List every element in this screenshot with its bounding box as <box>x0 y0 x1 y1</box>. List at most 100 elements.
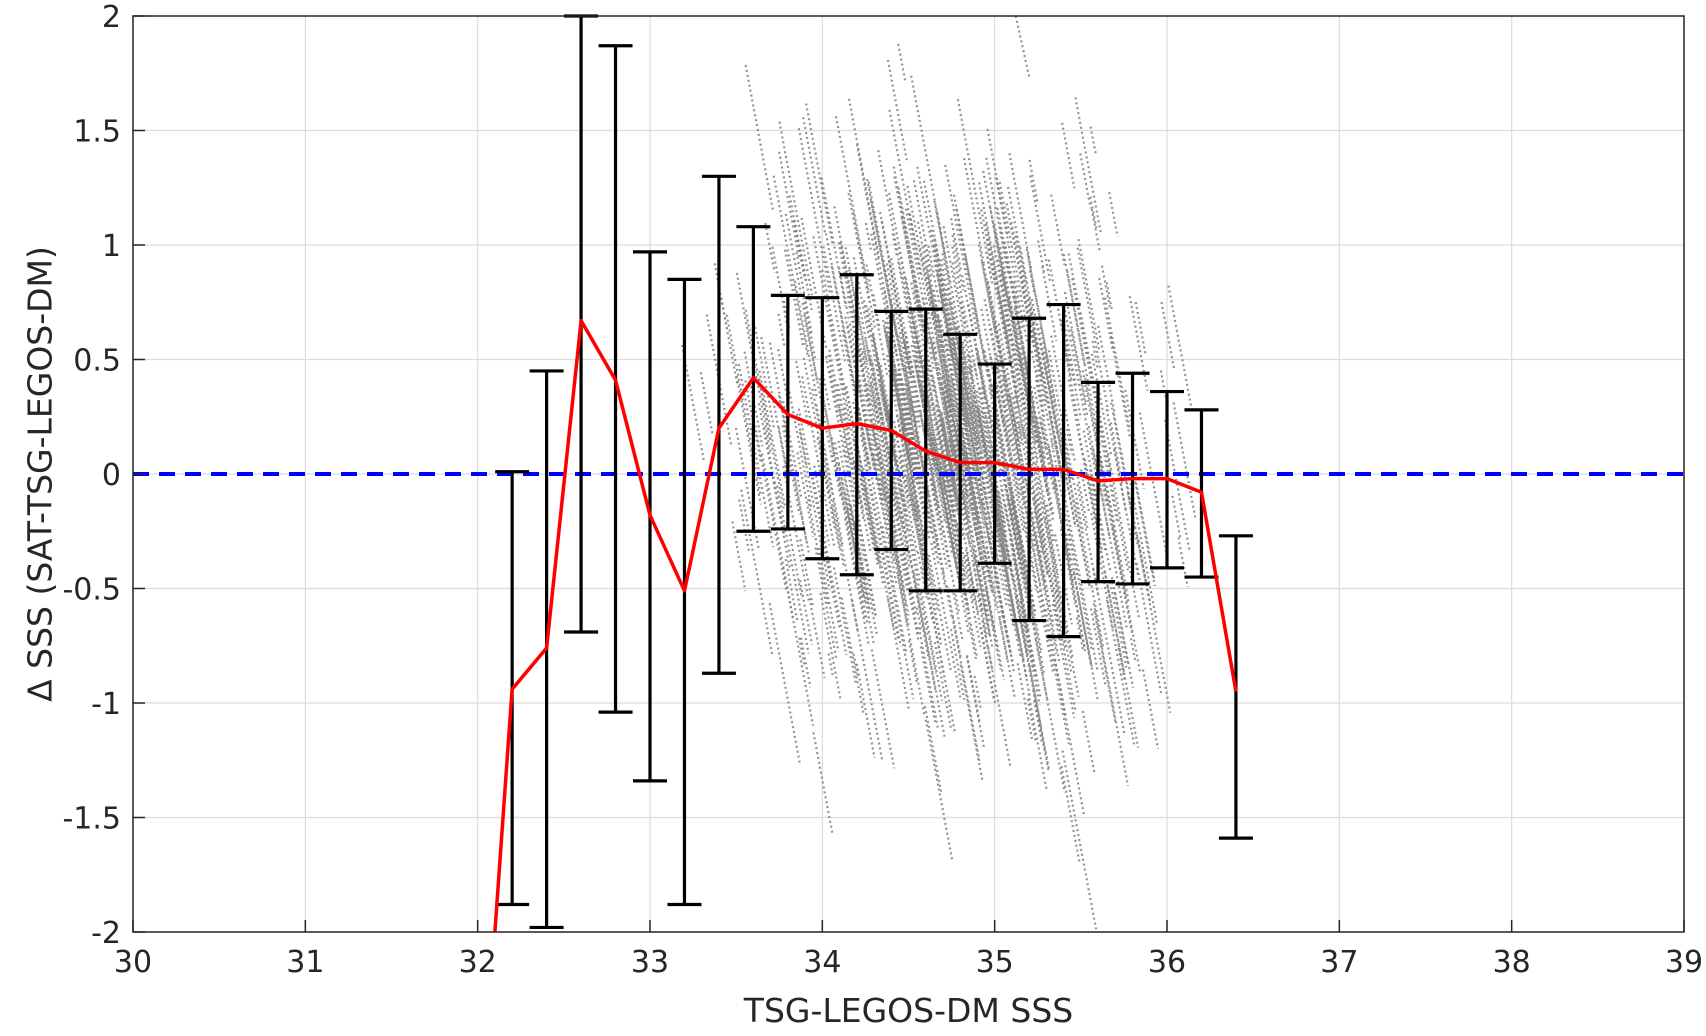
scatter-point <box>814 547 838 661</box>
scatter-point <box>1081 370 1110 508</box>
scatter-point <box>987 647 994 671</box>
scatter-point <box>821 269 847 395</box>
scatter-point <box>787 529 803 599</box>
scatter-point <box>930 419 943 474</box>
scatter-point <box>993 575 1004 618</box>
scatter-point <box>1167 285 1193 410</box>
scatter-point <box>1040 417 1053 472</box>
scatter-point <box>1042 502 1074 658</box>
scatter-point <box>1037 240 1045 272</box>
scatter-point <box>1129 482 1159 626</box>
y-tick-label: 1 <box>102 229 121 264</box>
scatter-point <box>989 456 1012 567</box>
scatter-point <box>878 380 910 534</box>
scatter-point <box>1047 350 1085 534</box>
scatter-point <box>941 253 968 379</box>
scatter-point <box>1047 259 1073 383</box>
scatter-points <box>680 15 1197 930</box>
scatter-point <box>951 616 981 761</box>
scatter-point <box>942 479 972 623</box>
scatter-point <box>1009 395 1030 495</box>
scatter-point <box>1081 710 1096 775</box>
scatter-point <box>922 298 954 455</box>
scatter-point <box>912 572 946 739</box>
scatter-point <box>802 357 832 500</box>
scatter-point <box>1000 488 1024 602</box>
scatter-point <box>1090 208 1101 252</box>
scatter-point <box>939 259 969 402</box>
scatter-point <box>930 606 957 734</box>
scatter-point <box>1029 447 1061 601</box>
scatter-point <box>951 234 965 291</box>
scatter-point <box>909 476 920 518</box>
scatter-point <box>738 499 751 554</box>
scatter-point <box>963 554 975 603</box>
scatter-point <box>937 316 946 352</box>
scatter-point <box>879 525 915 700</box>
scatter-point <box>930 313 952 414</box>
scatter-point <box>843 518 870 646</box>
scatter-point <box>799 249 813 311</box>
scatter-point <box>848 323 859 363</box>
scatter-point <box>758 370 787 508</box>
scatter-point <box>1026 499 1058 654</box>
scatter-point <box>1034 639 1066 793</box>
scatter-point <box>1010 355 1044 522</box>
scatter-point <box>877 149 904 280</box>
scatter-point <box>1039 326 1057 408</box>
scatter-point <box>1106 503 1133 634</box>
scatter-point <box>847 192 871 303</box>
scatter-point <box>1092 568 1126 736</box>
scatter-point <box>921 568 934 624</box>
scatter-point <box>1047 445 1058 490</box>
scatter-point <box>936 537 945 575</box>
scatter-point <box>1051 603 1076 719</box>
scatter-point <box>988 405 1023 576</box>
scatter-point <box>782 400 803 500</box>
scatter-point <box>801 376 836 548</box>
scatter-point <box>1009 538 1022 594</box>
scatter-point <box>897 187 929 343</box>
scatter-point <box>740 489 774 657</box>
scatter-point <box>855 287 872 365</box>
scatter-point <box>959 302 967 326</box>
scatter-point <box>1014 595 1051 774</box>
scatter-point <box>952 340 981 481</box>
scatter-point <box>928 285 955 414</box>
scatter-point <box>1005 378 1020 443</box>
scatter-point <box>893 176 925 332</box>
scatter-point <box>962 157 986 266</box>
scatter-point <box>855 663 876 759</box>
scatter-point <box>920 591 944 702</box>
scatter-point <box>1044 386 1054 428</box>
scatter-point <box>879 364 898 448</box>
scatter-point <box>952 416 972 512</box>
scatter-point <box>961 402 983 505</box>
scatter-point <box>773 482 786 536</box>
scatter-point <box>925 453 939 514</box>
scatter-point <box>945 384 969 499</box>
scatter-point <box>983 603 992 636</box>
scatter-point <box>937 363 950 417</box>
scatter-point <box>795 413 808 467</box>
scatter-point <box>820 177 847 307</box>
scatter-point <box>925 332 935 371</box>
scatter-point <box>783 249 805 347</box>
scatter-point <box>1019 601 1035 669</box>
scatter-point <box>892 166 927 334</box>
scatter-point <box>883 290 912 431</box>
scatter-point <box>975 590 990 650</box>
scatter-point <box>938 291 954 360</box>
scatter-point <box>797 127 832 296</box>
scatter-point <box>866 383 897 536</box>
scatter-point <box>784 213 802 294</box>
scatter-point <box>869 384 877 410</box>
scatter-point <box>904 208 936 362</box>
scatter-point <box>899 449 916 521</box>
scatter-point <box>904 440 939 610</box>
scatter-point <box>996 370 1025 509</box>
scatter-point <box>1012 281 1025 331</box>
scatter-point <box>886 59 908 161</box>
scatter-point <box>923 245 941 325</box>
